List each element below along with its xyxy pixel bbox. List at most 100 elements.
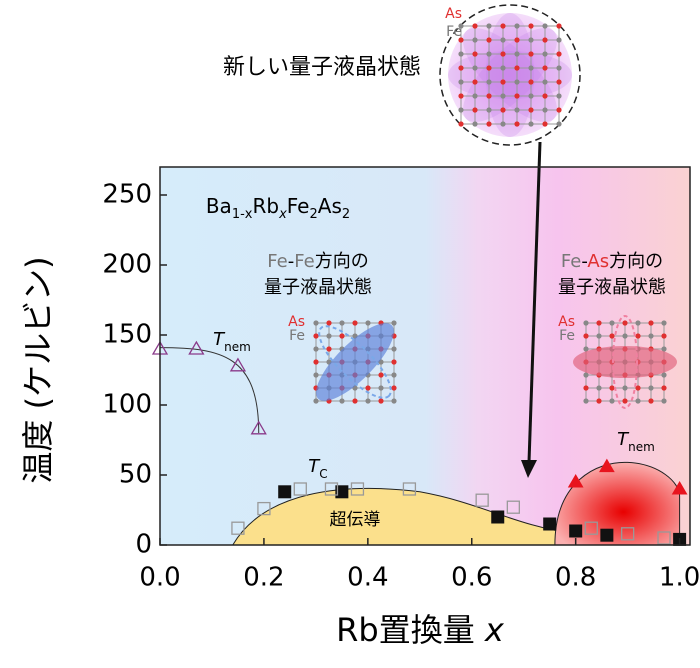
atom (583, 333, 589, 339)
tnem-label-part: nem (224, 340, 251, 354)
atom (596, 385, 602, 391)
as-label: As (445, 6, 462, 22)
atom (556, 107, 562, 113)
tnem-label-part: T (617, 429, 630, 450)
atom (596, 398, 602, 404)
atom (514, 107, 520, 113)
tnem-label: Tnem (213, 329, 251, 354)
atom (661, 333, 667, 339)
atom (528, 23, 534, 29)
atom (542, 107, 548, 113)
atom (458, 23, 464, 29)
left-note-line2: 量子液晶状態 (264, 277, 372, 298)
atom (313, 398, 319, 404)
atom (609, 320, 615, 326)
x-tick-label: 0.8 (555, 563, 596, 593)
nem-curve (159, 347, 260, 434)
atom (391, 320, 397, 326)
atom (472, 79, 478, 85)
y-tick-label: 50 (119, 460, 152, 490)
atom (556, 79, 562, 85)
atom (391, 372, 397, 378)
fe-label: Fe (289, 328, 305, 344)
atom (583, 385, 589, 391)
atom (486, 93, 492, 99)
atom (313, 320, 319, 326)
atom (365, 320, 371, 326)
atom (472, 107, 478, 113)
atom (458, 79, 464, 85)
atom (556, 51, 562, 57)
as-label: As (288, 314, 305, 330)
atom (486, 65, 492, 71)
atom (472, 23, 478, 29)
y-tick-label: 100 (102, 390, 152, 420)
x-axis-label-part: Rb置換量 (336, 611, 485, 649)
right-note: Fe-As方向の (561, 251, 663, 272)
tc-label-part: T (308, 456, 321, 477)
atom (352, 398, 358, 404)
formula-part: 2 (342, 207, 350, 222)
orbital (462, 27, 558, 123)
atom (542, 93, 548, 99)
square-marker (620, 527, 635, 541)
atom (500, 51, 506, 57)
atom (528, 79, 534, 85)
sc-label: 超伝導 (330, 510, 381, 530)
atom (622, 320, 628, 326)
square-marker (475, 493, 489, 507)
square-marker (657, 531, 671, 545)
atom (661, 372, 667, 378)
atom (313, 346, 319, 352)
square-marker (491, 510, 505, 524)
square-marker (600, 528, 614, 542)
right-note-part: - (581, 251, 587, 272)
atom (622, 333, 628, 339)
atom (378, 398, 384, 404)
formula-part: As (318, 194, 342, 218)
atom (542, 65, 548, 71)
plot-frame (159, 166, 691, 546)
atom (661, 385, 667, 391)
tnem-label-part: T (213, 329, 226, 350)
atom (391, 346, 397, 352)
atom (472, 65, 478, 71)
atom (556, 23, 562, 29)
x-tick-label: 0.6 (451, 563, 492, 593)
atom (486, 37, 492, 43)
atom (648, 333, 654, 339)
atom (514, 79, 520, 85)
square-marker (293, 482, 307, 496)
atom (365, 385, 371, 391)
atom (500, 37, 506, 43)
x-tick-label: 0.2 (243, 563, 284, 593)
atom (528, 51, 534, 57)
atom (514, 65, 520, 71)
orbital (612, 315, 638, 409)
atom (556, 93, 562, 99)
atom (486, 121, 492, 127)
square-marker (402, 482, 417, 496)
atom (486, 107, 492, 113)
atom (486, 51, 492, 57)
left-note-part: Fe (267, 251, 287, 272)
atom (609, 333, 615, 339)
right-note-part: Fe (561, 251, 581, 272)
y-axis-label: 温度 (ケルビン) (19, 256, 57, 483)
atom (472, 37, 478, 43)
atom (500, 65, 506, 71)
y-tick-label: 200 (102, 250, 152, 280)
triangle-marker (567, 474, 584, 488)
square-marker (257, 501, 271, 516)
atom (458, 107, 464, 113)
inset-glow (448, 13, 572, 137)
atom (514, 93, 520, 99)
atom (635, 398, 641, 404)
atom (542, 121, 548, 127)
atom (365, 398, 371, 404)
atom (648, 320, 654, 326)
atom (458, 51, 464, 57)
atom (648, 385, 654, 391)
atom (635, 333, 641, 339)
